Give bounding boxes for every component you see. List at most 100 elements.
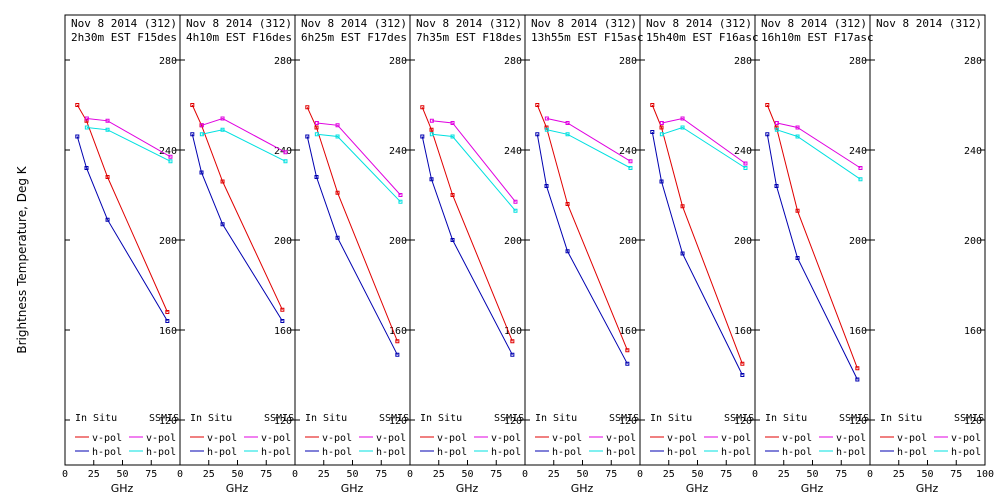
data-point-ssmis_v (565, 121, 570, 125)
data-point-insitu_v (75, 103, 80, 107)
legend-in-situ: In Situ (305, 413, 347, 424)
x-tick-label: 50 (691, 469, 703, 480)
data-point-insitu_v (335, 190, 340, 195)
legend-ssmis-vpol: v-pol (721, 433, 751, 444)
data-point-ssmis_v (743, 161, 748, 166)
y-tick-label: 240 (734, 146, 752, 157)
data-point-ssmis_v (858, 166, 863, 170)
data-point-insitu_v (740, 361, 745, 366)
data-point-insitu_v (105, 175, 110, 179)
panel-title-date: Nov 8 2014 (312) (876, 17, 982, 30)
y-tick-label: 200 (504, 236, 522, 247)
x-tick-label: 25 (548, 469, 560, 480)
x-axis-label: GHz (111, 482, 134, 495)
legend-ssmis-hpol: h-pol (606, 447, 636, 458)
legend-insitu-hpol: h-pol (897, 447, 927, 458)
data-point-ssmis_h (628, 166, 633, 170)
data-point-insitu_v (795, 208, 800, 213)
x-tick-label: 50 (116, 469, 128, 480)
series-line-insitu_v (306, 107, 398, 342)
series-line-ssmis_v (546, 118, 631, 162)
series-line-ssmis_h (776, 129, 861, 180)
y-tick-label: 240 (849, 146, 867, 157)
y-tick-label: 240 (504, 146, 522, 157)
y-tick-label: 280 (849, 56, 867, 67)
series-line-ssmis_v (776, 122, 861, 169)
legend-ssmis-hpol: h-pol (146, 447, 176, 458)
legend-ssmis: SSMIS (954, 413, 984, 424)
y-tick-label: 160 (964, 326, 982, 337)
data-point-insitu_v (650, 103, 655, 107)
legend-ssmis-hpol: h-pol (836, 447, 866, 458)
x-tick-label: 50 (806, 469, 818, 480)
data-point-ssmis_h (84, 125, 89, 130)
legend-ssmis-vpol: v-pol (261, 433, 291, 444)
data-point-ssmis_h (398, 199, 403, 204)
data-point-ssmis_h (659, 132, 664, 137)
series-line-ssmis_h (661, 126, 746, 169)
legend-insitu-hpol: h-pol (322, 447, 352, 458)
x-axis-label: GHz (686, 482, 709, 495)
legend-ssmis-vpol: v-pol (836, 433, 866, 444)
x-tick-label: 25 (88, 469, 100, 480)
x-axis-label: GHz (226, 482, 249, 495)
data-point-insitu_h (395, 352, 400, 357)
y-tick-label: 280 (504, 56, 522, 67)
data-point-ssmis_h (680, 125, 685, 130)
y-tick-label: 120 (274, 416, 292, 427)
y-tick-label: 200 (734, 236, 752, 247)
data-point-ssmis_h (450, 134, 455, 139)
x-tick-label: 0 (407, 469, 413, 480)
series-line-insitu_v (651, 104, 743, 364)
data-point-ssmis_h (314, 132, 319, 137)
data-point-insitu_v (395, 339, 400, 344)
data-point-insitu_v (165, 310, 170, 314)
y-tick-label: 120 (619, 416, 637, 427)
data-point-insitu_h (795, 256, 800, 260)
data-point-ssmis_v (105, 118, 110, 123)
panel-title-time: 2h30m EST F15des (71, 31, 177, 44)
data-point-ssmis_h (283, 159, 288, 164)
data-point-ssmis_v (335, 123, 340, 128)
series-line-insitu_v (766, 104, 858, 369)
y-tick-label: 280 (274, 56, 292, 67)
y-tick-label: 160 (619, 326, 637, 337)
data-point-ssmis_h (429, 132, 434, 137)
y-tick-label: 120 (504, 416, 522, 427)
legend-ssmis-vpol: v-pol (951, 433, 981, 444)
x-axis-label: GHz (801, 482, 824, 495)
panel-title-time: 7h35m EST F18des (416, 31, 522, 44)
data-point-ssmis_v (795, 125, 800, 130)
data-point-ssmis_v (220, 116, 225, 121)
data-point-insitu_v (190, 103, 195, 107)
data-point-ssmis_v (628, 159, 633, 164)
y-tick-label: 280 (619, 56, 637, 67)
legend-insitu-vpol: v-pol (897, 433, 927, 444)
data-point-insitu_v (535, 103, 540, 107)
y-tick-label: 120 (849, 416, 867, 427)
y-tick-label: 280 (734, 56, 752, 67)
y-tick-label: 280 (389, 56, 407, 67)
panel-title-time: 16h10m EST F17asc (761, 31, 874, 44)
y-tick-label: 160 (849, 326, 867, 337)
legend-in-situ: In Situ (420, 413, 462, 424)
data-point-ssmis_v (774, 121, 779, 125)
series-line-ssmis_h (86, 127, 171, 162)
data-point-insitu_h (625, 361, 630, 366)
data-point-insitu_v (220, 179, 225, 184)
x-tick-label: 25 (893, 469, 905, 480)
legend-insitu-hpol: h-pol (667, 447, 697, 458)
panel-title-date: Nov 8 2014 (312) (71, 17, 177, 30)
data-point-insitu_h (535, 132, 540, 137)
data-point-insitu_v (765, 103, 770, 107)
x-axis-label: GHz (916, 482, 939, 495)
series-line-insitu_v (536, 104, 628, 351)
data-point-ssmis_v (659, 121, 664, 125)
panel-title-date: Nov 8 2014 (312) (416, 17, 522, 30)
legend-ssmis-vpol: v-pol (606, 433, 636, 444)
data-point-insitu_v (565, 202, 570, 206)
legend-insitu-hpol: h-pol (92, 447, 122, 458)
series-line-ssmis_h (431, 133, 516, 212)
legend-ssmis-hpol: h-pol (951, 447, 981, 458)
